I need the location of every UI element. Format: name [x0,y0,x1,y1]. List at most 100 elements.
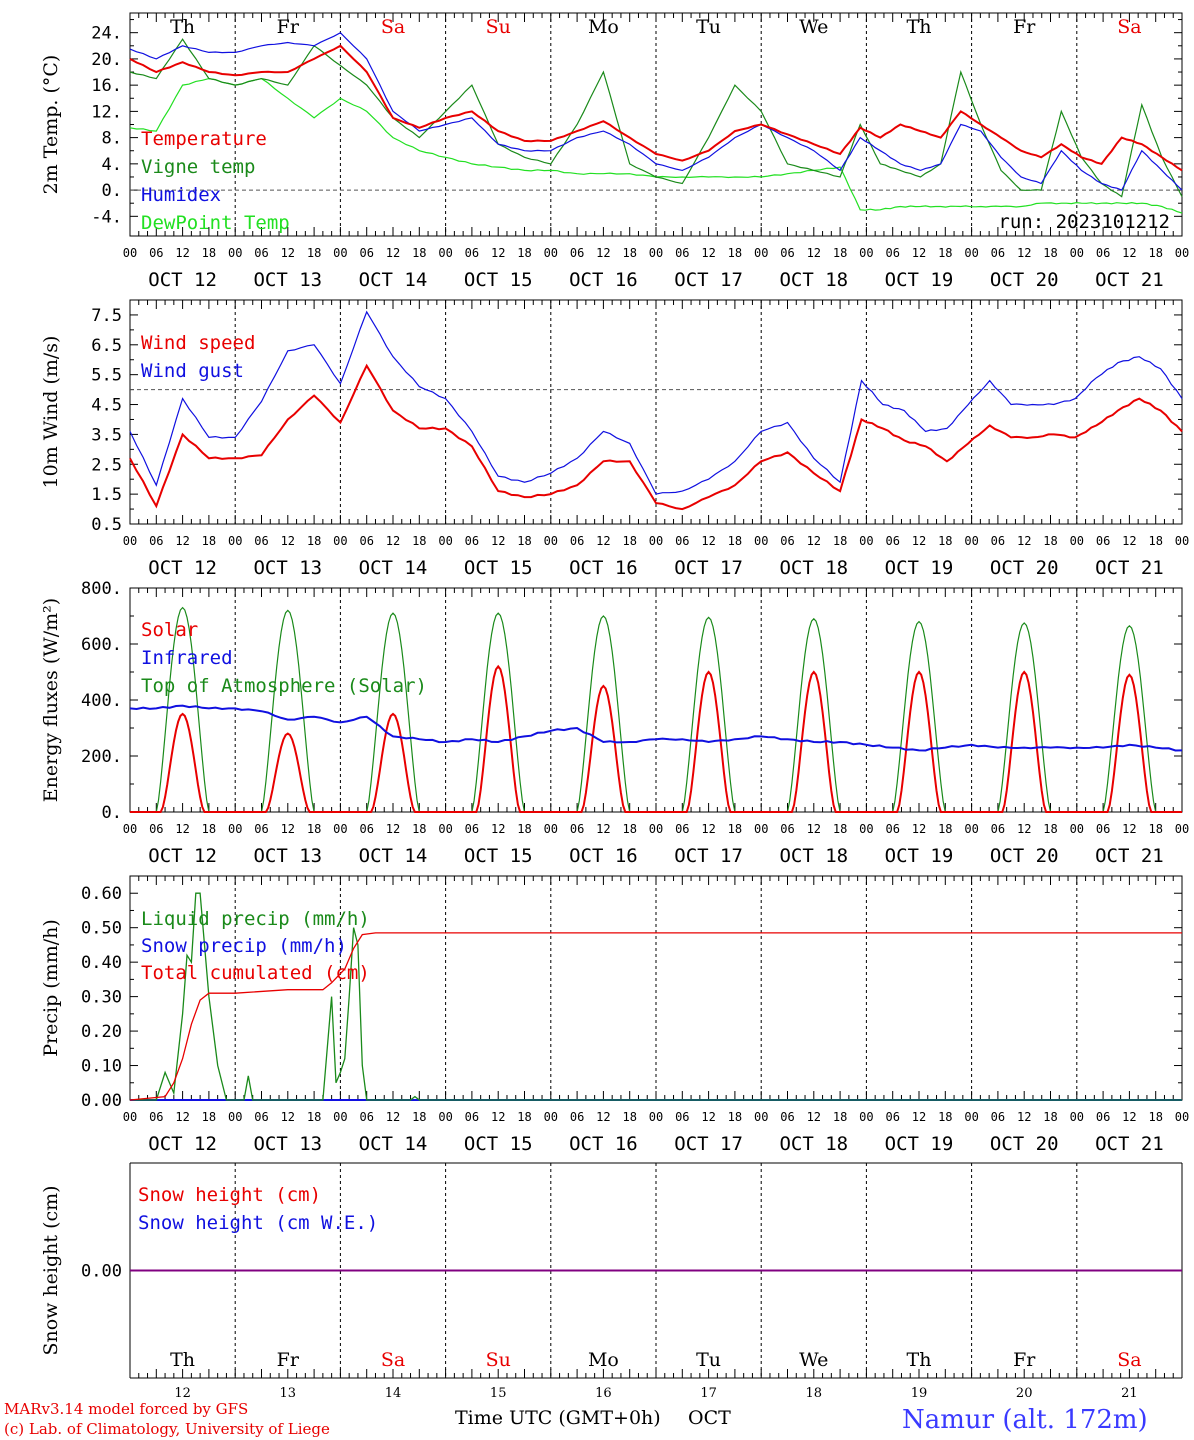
y-axis-label: Snow height (cm) [40,1185,62,1355]
hour-label: 06 [675,1110,689,1124]
hour-label: 06 [359,534,373,548]
hour-label: 00 [123,1110,137,1124]
date-label: OCT 14 [359,269,428,291]
hour-label: 06 [885,246,899,260]
legend-entry: Top of Atmosphere (Solar) [141,675,427,697]
legend-entry: Snow height (cm W.E.) [138,1212,378,1234]
hour-label: 00 [1175,246,1189,260]
hour-label: 00 [333,822,347,836]
hour-label: 00 [544,822,558,836]
hour-label: 18 [412,822,426,836]
y-tick-label: 0.5 [91,515,122,535]
day-number: 12 [174,1386,191,1401]
date-label: OCT 16 [569,269,638,291]
hour-label: 00 [438,534,452,548]
hour-label: 06 [149,822,163,836]
hour-label: 06 [780,822,794,836]
hour-label: 00 [1070,822,1084,836]
date-label: OCT 12 [148,269,217,291]
wind-panel: 00 06 12 18 00 06 12 18 00 06 12 18 00 06 12 18 00 06 12 18… [40,299,1189,579]
hour-label: 18 [938,246,952,260]
hour-label: 18 [622,534,636,548]
y-tick-label: 12. [91,102,122,122]
hour-label: 00 [228,246,242,260]
hour-label: 12 [912,1110,926,1124]
plot-frame [129,299,1183,525]
y-tick-label: 0.10 [81,1057,122,1077]
hour-label: 00 [859,822,873,836]
y-tick-label: 0.50 [81,919,122,939]
date-label: OCT 16 [569,1133,638,1155]
weekday-label: Tu [696,16,721,38]
hour-label: 06 [991,822,1005,836]
hour-label: 18 [307,1110,321,1124]
hour-label: 00 [964,1110,978,1124]
date-label: OCT 20 [990,269,1059,291]
energy-panel: 00 06 12 18 00 06 12 18 00 06 12 18 00 06 12 18 00 06 12 18… [40,579,1189,867]
model-credit: MARv3.14 model forced by GFS [4,1400,248,1418]
hour-label: 06 [1096,822,1110,836]
hour-label: 12 [596,822,610,836]
hour-label: 00 [123,822,137,836]
hour-label: 06 [675,822,689,836]
y-axis-label: Precip (mm/h) [40,919,62,1057]
hour-label: 18 [622,822,636,836]
hour-label: 12 [386,1110,400,1124]
series-line-humidex [129,31,1183,191]
legend-entry: Snow height (cm) [138,1184,321,1206]
hour-label: 12 [1017,246,1031,260]
weekday-label: Fr [1013,1349,1036,1371]
hour-label: 12 [281,1110,295,1124]
hour-label: 12 [175,1110,189,1124]
hour-label: 06 [254,1110,268,1124]
hour-label: 00 [228,822,242,836]
hour-label: 06 [359,1110,373,1124]
series-line-wind-speed [129,363,1183,511]
hour-label: 12 [1017,534,1031,548]
date-label: OCT 21 [1095,1133,1164,1155]
hour-label: 12 [281,822,295,836]
day-number: 21 [1121,1386,1138,1401]
hour-label: 00 [123,534,137,548]
y-tick-label: 1.5 [91,485,122,505]
hour-label: 06 [1096,1110,1110,1124]
hour-label: 18 [833,534,847,548]
hour-label: 00 [544,534,558,548]
hour-label: 12 [175,246,189,260]
hour-label: 18 [517,246,531,260]
weekday-label: Fr [1013,16,1036,38]
hour-label: 06 [1096,246,1110,260]
hour-label: 18 [1148,534,1162,548]
hour-label: 06 [149,246,163,260]
weekday-label: Sa [1117,1349,1141,1371]
hour-label: 18 [1148,1110,1162,1124]
hour-label: 18 [1043,534,1057,548]
y-tick-label: 6.5 [91,336,122,356]
date-label: OCT 21 [1095,269,1164,291]
series-line-liquid-precip-mm-h- [130,892,1182,1101]
hour-label: 06 [465,1110,479,1124]
y-tick-label: 200. [81,747,122,767]
hour-label: 06 [780,534,794,548]
hour-label: 00 [754,822,768,836]
weekday-label: Th [907,1349,932,1371]
y-tick-label: 0. [102,803,122,823]
hour-label: 00 [859,534,873,548]
hour-label: 00 [1175,1110,1189,1124]
station-name: Namur (alt. 172m) [902,1405,1148,1435]
legend-entry: Total cumulated (cm) [141,962,370,984]
series-line-temperature [129,44,1183,172]
date-label: OCT 14 [359,557,428,579]
plot-frame [129,587,1183,813]
hour-label: 18 [1148,822,1162,836]
hour-label: 00 [1175,822,1189,836]
y-axis-label: 10m Wind (m/s) [40,336,62,489]
hour-label: 00 [123,246,137,260]
hour-label: 00 [1175,534,1189,548]
date-label: OCT 15 [464,845,533,867]
hour-label: 00 [859,1110,873,1124]
hour-label: 18 [412,1110,426,1124]
hour-label: 00 [228,534,242,548]
hour-label: 06 [780,1110,794,1124]
